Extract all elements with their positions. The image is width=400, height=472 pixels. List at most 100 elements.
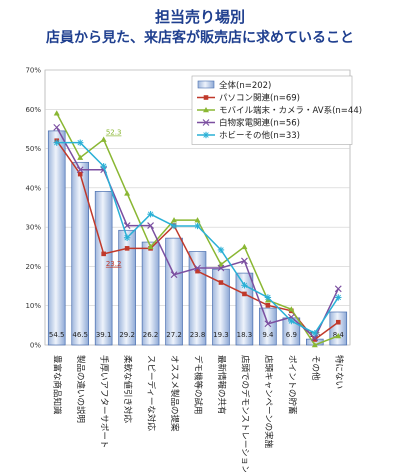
marker-square (335, 319, 341, 325)
bar-value-label: 27.2 (166, 331, 182, 339)
bar-value-label: 54.5 (49, 331, 65, 339)
marker-x (217, 264, 225, 272)
marker-star (194, 223, 201, 229)
marker-triangle (53, 110, 60, 116)
marker-x (334, 285, 342, 293)
category-label: 柔軟な値引き対応 (122, 355, 133, 424)
marker-square (195, 268, 200, 274)
marker-triangle (241, 243, 248, 250)
y-tick-label: 10% (25, 302, 41, 310)
category-label: 店頭キャンペーンの実施 (263, 355, 274, 449)
marker-square (312, 337, 318, 342)
marker-x (76, 166, 84, 174)
bar-value-label: 46.5 (72, 331, 88, 339)
marker-x (241, 257, 248, 265)
marker-square (265, 303, 271, 308)
marker-x (53, 123, 61, 131)
marker-square (101, 251, 106, 257)
bar (329, 311, 348, 346)
category-label: 豊富な商品知識 (52, 355, 63, 415)
marker-triangle (100, 136, 107, 142)
marker-star (203, 132, 209, 138)
marker-star (100, 163, 107, 169)
chart-title: 担当売り場別 (154, 8, 245, 26)
category-label: 特にない (333, 355, 344, 389)
marker-triangle (288, 306, 295, 312)
marker-x (264, 320, 272, 328)
category-label: デモ機等の試用 (193, 355, 204, 415)
bar (118, 229, 136, 346)
marker-triangle (194, 217, 201, 223)
bar-value-label: 26.2 (143, 331, 159, 339)
y-tick-label: 20% (25, 263, 41, 271)
value-annotation: 23.2 (106, 260, 122, 268)
bar (212, 268, 230, 346)
marker-star (335, 294, 341, 301)
bar (47, 130, 66, 346)
marker-star (218, 247, 224, 253)
marker-x (194, 264, 201, 272)
y-tick-label: 50% (25, 145, 41, 153)
legend-label: モバイル端末・カメラ・AV系(n=44) (219, 105, 362, 116)
legend-label: 全体(n=202) (219, 80, 271, 91)
marker-square (77, 171, 83, 177)
bar (165, 237, 183, 346)
value-annotation: 52.3 (106, 129, 122, 137)
marker-triangle (311, 342, 318, 348)
category-label: その他 (310, 355, 321, 381)
bar-value-label: 39.1 (96, 331, 112, 339)
bar (188, 251, 207, 346)
marker-star (265, 294, 271, 301)
marker-star (77, 139, 83, 146)
marker-triangle (217, 261, 224, 267)
legend-label: パソコン関連(n=69) (219, 93, 300, 104)
marker-triangle (203, 107, 209, 113)
y-tick-label: 0% (30, 342, 41, 350)
marker-star (241, 282, 248, 289)
legend-label: 白物家電関連(n=56) (219, 118, 300, 129)
marker-square (124, 246, 130, 251)
legend (191, 75, 353, 145)
category-label: オススメ製品の提案 (169, 355, 180, 432)
marker-star (312, 330, 318, 336)
bar (141, 241, 160, 346)
bar-value-label: 23.8 (190, 331, 206, 339)
y-tick-label: 40% (25, 184, 41, 192)
marker-triangle (147, 243, 154, 250)
bar-value-label: 18.3 (237, 331, 253, 339)
marker-star (124, 235, 130, 241)
bar-value-label: 29.2 (119, 331, 135, 339)
marker-square (203, 95, 209, 100)
bar-value-label: 19.3 (213, 331, 229, 339)
bar-value-label: 9.4 (262, 331, 274, 339)
marker-x (202, 119, 210, 126)
y-tick-label: 60% (25, 106, 41, 114)
category-label: 製品の違いの説明 (75, 355, 86, 423)
bar (94, 191, 113, 346)
marker-star (147, 211, 154, 217)
y-tick-label: 70% (25, 67, 41, 75)
category-label: 店頭でのデモンストレーション (239, 355, 250, 472)
marker-triangle (124, 190, 131, 196)
marker-x (311, 334, 319, 342)
marker-square (218, 280, 224, 285)
marker-triangle (77, 154, 84, 160)
bar-value-label: 6.9 (286, 331, 297, 339)
marker-star (288, 318, 295, 324)
bar (71, 161, 89, 346)
marker-square (242, 291, 247, 297)
category-label: スピーディーな対応 (146, 355, 157, 431)
marker-x (123, 222, 131, 229)
marker-x (170, 271, 178, 279)
legend-label: ホビーその他(n=33) (219, 130, 300, 141)
marker-star (171, 223, 177, 229)
chart-subtitle: 店員から見た、来店客が販売店に求めていること (46, 30, 354, 46)
legend-swatch-bar (197, 80, 215, 89)
category-label: ポイントの貯蓄 (286, 355, 297, 415)
bar (259, 307, 277, 346)
marker-star (54, 139, 60, 146)
marker-triangle (335, 332, 342, 339)
y-tick-label: 30% (25, 224, 41, 232)
category-label: 手厚いアフターサポート (99, 355, 110, 448)
